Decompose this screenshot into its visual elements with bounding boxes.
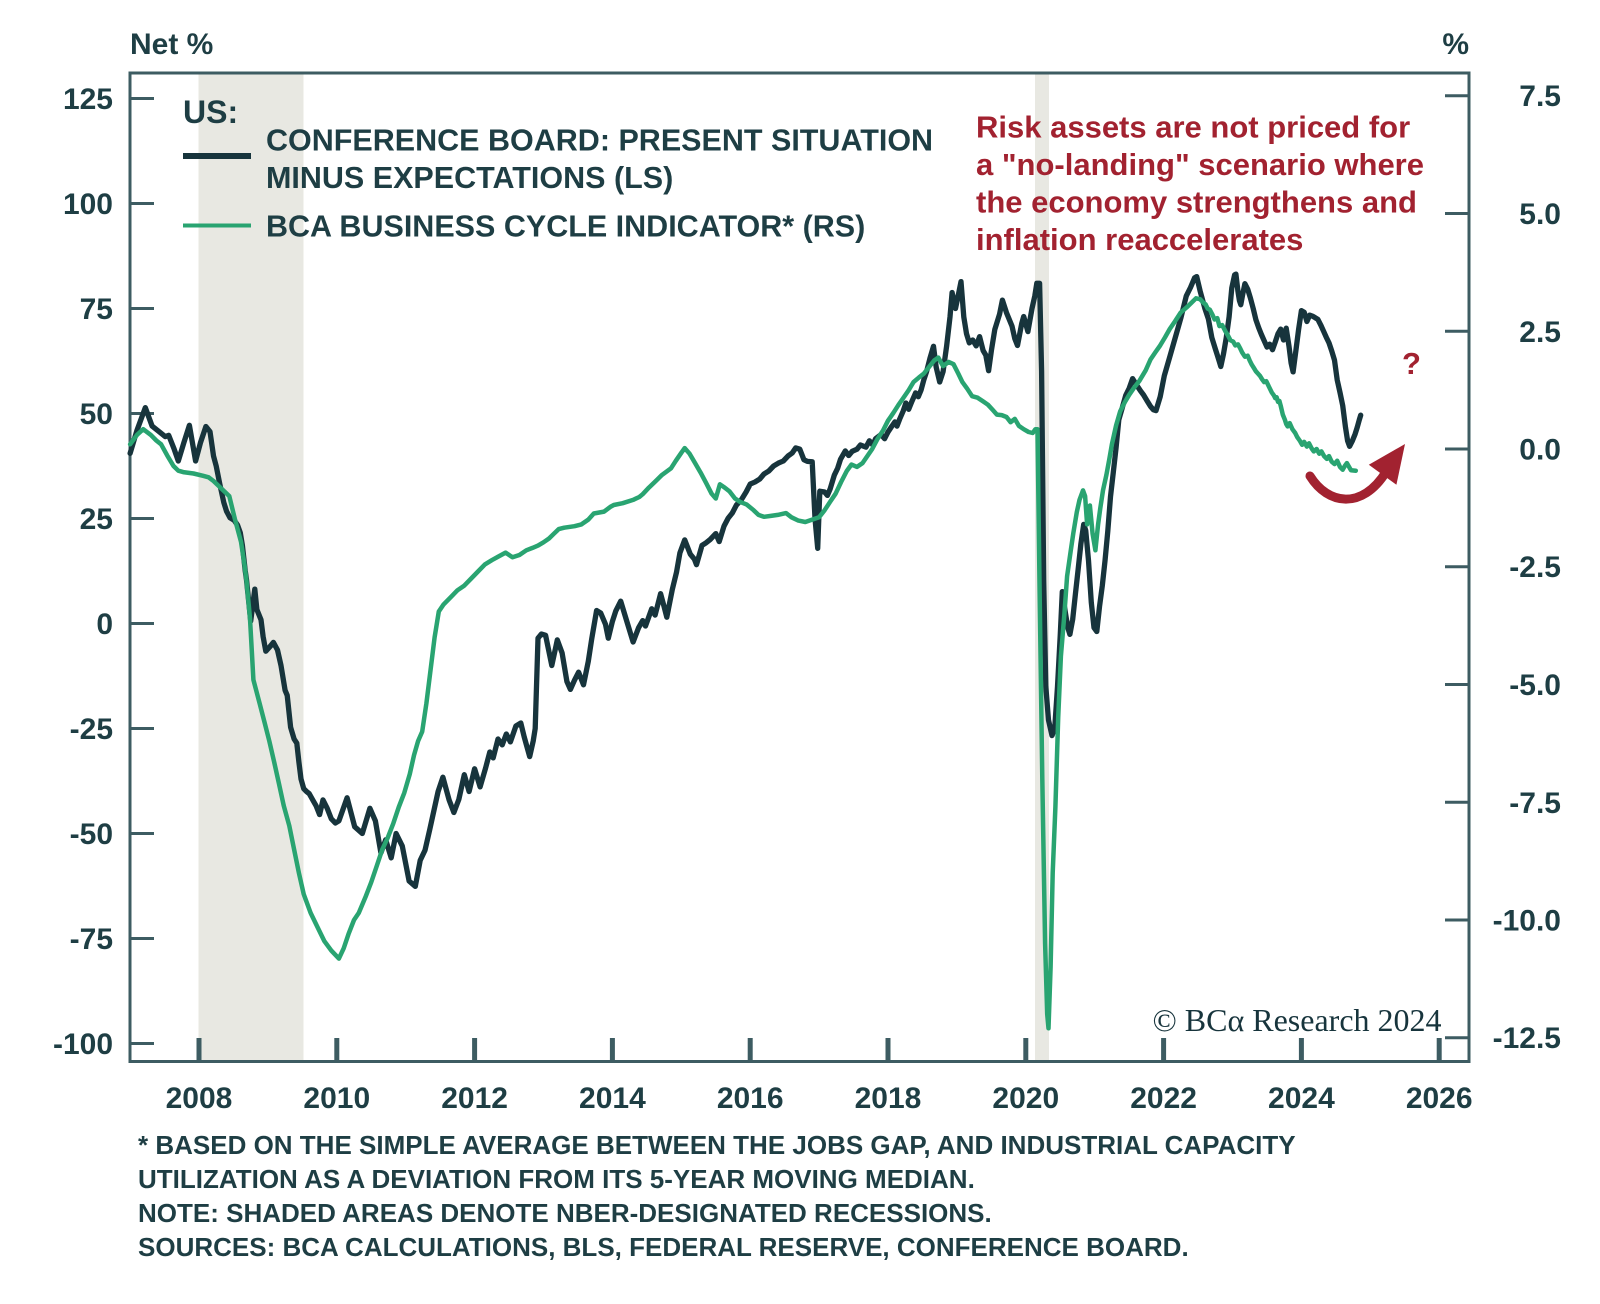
svg-text:BCA BUSINESS CYCLE INDICATOR*: BCA BUSINESS CYCLE INDICATOR* (RS) — [266, 210, 865, 244]
svg-text:125: 125 — [63, 83, 113, 116]
svg-text:-50: -50 — [70, 818, 113, 851]
svg-text:7.5: 7.5 — [1519, 80, 1561, 113]
svg-text:inflation reaccelerates: inflation reaccelerates — [976, 222, 1303, 257]
svg-text:75: 75 — [80, 293, 113, 326]
svg-text:0.0: 0.0 — [1519, 434, 1561, 467]
svg-text:2008: 2008 — [166, 1082, 233, 1115]
svg-text:2.5: 2.5 — [1519, 316, 1561, 349]
svg-text:-10.0: -10.0 — [1493, 905, 1561, 938]
svg-text:-7.5: -7.5 — [1509, 787, 1561, 820]
svg-text:UTILIZATION AS A DEVIATION FRO: UTILIZATION AS A DEVIATION FROM ITS 5-YE… — [138, 1164, 975, 1194]
svg-text:5.0: 5.0 — [1519, 198, 1561, 231]
svg-text:a "no-landing" scenario where: a "no-landing" scenario where — [976, 147, 1424, 182]
svg-text:the economy strengthens and: the economy strengthens and — [976, 185, 1417, 220]
svg-text:0: 0 — [96, 608, 113, 641]
svg-text:-75: -75 — [70, 923, 113, 956]
svg-text:2026: 2026 — [1406, 1082, 1473, 1115]
svg-text:-2.5: -2.5 — [1509, 551, 1561, 584]
svg-text:© BCα Research 2024: © BCα Research 2024 — [1152, 1002, 1441, 1038]
svg-text:25: 25 — [80, 503, 113, 536]
svg-text:US:: US: — [183, 94, 238, 130]
svg-text:100: 100 — [63, 188, 113, 221]
svg-text:2018: 2018 — [855, 1082, 922, 1115]
svg-text:* BASED ON THE SIMPLE AVERAGE: * BASED ON THE SIMPLE AVERAGE BETWEEN TH… — [138, 1130, 1296, 1160]
svg-text:2014: 2014 — [579, 1082, 646, 1115]
svg-text:MINUS EXPECTATIONS (LS): MINUS EXPECTATIONS (LS) — [266, 161, 673, 195]
svg-text:CONFERENCE BOARD: PRESENT SITU: CONFERENCE BOARD: PRESENT SITUATION — [266, 124, 933, 158]
svg-text:?: ? — [1402, 346, 1421, 381]
svg-text:Net %: Net % — [130, 28, 213, 61]
svg-text:2010: 2010 — [303, 1082, 370, 1115]
svg-text:-5.0: -5.0 — [1509, 669, 1561, 702]
svg-text:%: % — [1442, 28, 1469, 61]
svg-text:2024: 2024 — [1268, 1082, 1335, 1115]
svg-text:SOURCES: BCA CALCULATIONS, BLS: SOURCES: BCA CALCULATIONS, BLS, FEDERAL … — [138, 1232, 1189, 1262]
svg-text:2020: 2020 — [992, 1082, 1059, 1115]
svg-text:50: 50 — [80, 398, 113, 431]
svg-text:2012: 2012 — [441, 1082, 508, 1115]
svg-text:Risk assets are not priced for: Risk assets are not priced for — [976, 110, 1410, 145]
svg-text:-12.5: -12.5 — [1493, 1022, 1561, 1055]
svg-text:2016: 2016 — [717, 1082, 784, 1115]
svg-text:-25: -25 — [70, 713, 113, 746]
svg-text:NOTE: SHADED AREAS DENOTE NBER: NOTE: SHADED AREAS DENOTE NBER-DESIGNATE… — [138, 1198, 992, 1228]
svg-text:-100: -100 — [53, 1028, 113, 1061]
svg-text:2022: 2022 — [1130, 1082, 1197, 1115]
